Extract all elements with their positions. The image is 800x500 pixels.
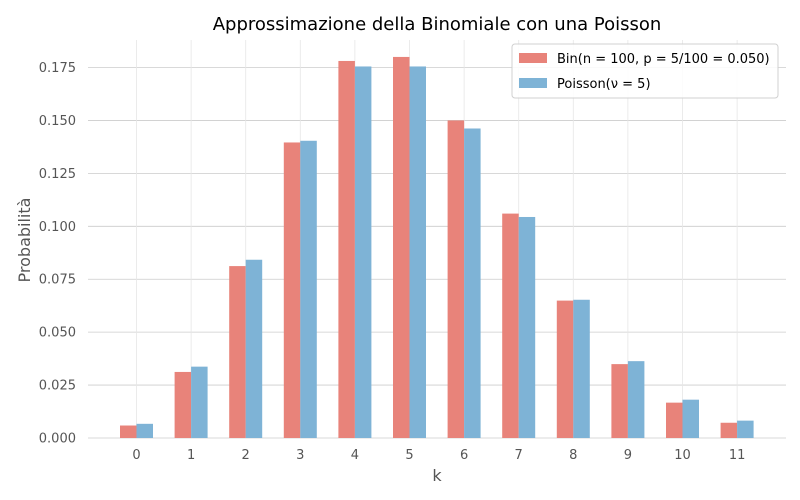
bars: [120, 56, 754, 439]
legend-label-poisson: Poisson(ν = 5): [557, 77, 651, 92]
y-tick-label: 0.150: [39, 114, 76, 129]
bar-poisson: [245, 259, 263, 438]
x-axis-label: k: [432, 466, 442, 485]
legend: Bin(n = 100, p = 5/100 = 0.050) Poisson(…: [511, 43, 779, 99]
bar-poisson: [573, 299, 590, 438]
y-axis-label: Probabilità: [15, 198, 34, 283]
y-tick-labels: 0.000 0.025 0.050 0.075 0.100 0.125 0.150 0.175: [39, 61, 76, 446]
bar-binomial: [611, 364, 628, 438]
x-tick-label: 6: [460, 448, 468, 463]
bar-poisson: [737, 420, 754, 438]
x-tick-labels: 0 1 2 3 4 5 6 7 8 9 10 11: [132, 448, 745, 463]
y-tick-label: 0.050: [39, 326, 76, 341]
x-tick-label: 5: [405, 448, 413, 463]
bar-binomial: [447, 120, 465, 438]
legend-box: [511, 43, 779, 99]
x-tick-label: 11: [729, 448, 746, 463]
y-tick-label: 0.075: [39, 273, 76, 288]
x-tick-label: 9: [624, 448, 632, 463]
legend-swatch-binomial: [519, 53, 547, 63]
y-tick-label: 0.175: [39, 61, 76, 76]
y-tick-label: 0.025: [39, 379, 76, 394]
bar-poisson: [354, 66, 372, 438]
bar-binomial: [393, 56, 410, 439]
y-tick-label: 0.125: [39, 167, 76, 182]
bar-binomial: [666, 402, 683, 438]
x-tick-label: 2: [242, 448, 250, 463]
bar-binomial: [338, 60, 355, 439]
bar-binomial: [229, 266, 246, 438]
x-tick-label: 1: [187, 448, 195, 463]
y-tick-label: 0.100: [39, 220, 76, 235]
bar-poisson: [409, 66, 426, 438]
bar-binomial: [283, 142, 301, 438]
chart-title: Approssimazione della Binomiale con una …: [213, 14, 662, 35]
bar-binomial: [174, 371, 192, 438]
x-tick-label: 7: [515, 448, 523, 463]
bar-binomial: [120, 425, 137, 438]
x-tick-label: 8: [569, 448, 577, 463]
y-tick-label: 0.000: [39, 432, 76, 447]
bar-binomial: [720, 422, 738, 438]
legend-label-binomial: Bin(n = 100, p = 5/100 = 0.050): [557, 52, 770, 67]
bar-poisson: [682, 399, 699, 438]
bar-poisson: [518, 216, 536, 438]
bar-binomial: [556, 300, 574, 438]
bar-poisson: [300, 140, 317, 439]
x-tick-label: 0: [132, 448, 140, 463]
bar-poisson: [136, 423, 153, 438]
bar-poisson: [191, 366, 208, 438]
legend-swatch-poisson: [519, 78, 547, 88]
x-tick-label: 3: [296, 448, 304, 463]
x-tick-label: 4: [351, 448, 359, 463]
bar-binomial: [502, 213, 519, 438]
bar-poisson: [627, 361, 645, 438]
x-tick-label: 10: [674, 448, 691, 463]
bar-poisson: [464, 128, 481, 438]
